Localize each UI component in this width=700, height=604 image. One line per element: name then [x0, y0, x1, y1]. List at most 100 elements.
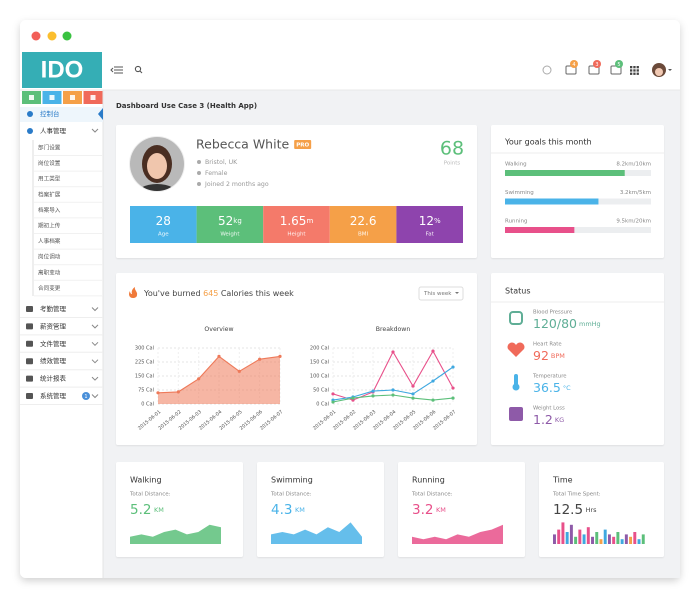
summary-reading: 3.2 KM — [412, 502, 446, 518]
summary-value: 4.3 — [271, 502, 292, 518]
profile-name: Rebecca White — [196, 137, 289, 152]
goal-label: 8.2km/10km — [616, 162, 651, 168]
status-value: 92 — [533, 348, 549, 363]
summary-reading: 12.5 Hrs — [553, 502, 597, 518]
submenu-item: 合同变更 — [38, 284, 61, 292]
status-unit: BPM — [551, 352, 565, 360]
y-tick-label: 300 Cal — [135, 346, 154, 352]
point — [451, 386, 455, 390]
sparkline-area — [412, 524, 503, 544]
dropdown-caret — [455, 292, 459, 294]
sparkline-bar — [574, 536, 578, 544]
stat-value: 1.65 — [280, 214, 307, 228]
menu-item: 人事管理 — [40, 126, 67, 135]
status-value: 36.5 — [533, 380, 561, 395]
sparkline-bar — [565, 532, 569, 544]
chevron — [91, 307, 99, 312]
status-unit: °C — [563, 384, 571, 392]
menu-item: 统计报表 — [40, 374, 67, 383]
summary-reading: 5.2 KM — [130, 502, 164, 518]
point — [451, 396, 455, 400]
submenu-item: 档案导入 — [38, 206, 61, 214]
stat-box — [263, 206, 330, 243]
menu-active-indicator — [98, 108, 103, 120]
page-title: Dashboard Use Case 3 (Health App) — [116, 102, 257, 110]
stat: 52kg — [218, 214, 242, 228]
location-icon — [197, 160, 201, 164]
menu-icon — [27, 111, 33, 117]
menu-active-bg[interactable] — [20, 107, 103, 122]
apps-icon — [633, 72, 636, 75]
user-avatar-face — [655, 68, 663, 76]
apps-icon — [630, 66, 633, 69]
sparkline-bar — [633, 532, 637, 544]
summary-unit: KM — [154, 506, 164, 514]
sparkline-bar — [603, 529, 607, 544]
sparkline-bar — [607, 534, 611, 544]
sparkline-area — [130, 524, 221, 544]
sparkline-bar — [595, 532, 599, 544]
apps-icon — [630, 72, 633, 75]
status-unit: KG — [555, 416, 564, 424]
summary-value: 12.5 — [553, 502, 583, 518]
point — [451, 365, 455, 369]
apps-icon — [636, 66, 639, 69]
point — [391, 350, 395, 354]
sparkline-bar — [578, 529, 582, 544]
calories-prefix: You've burned — [143, 289, 201, 298]
close-button[interactable] — [31, 31, 41, 41]
sparkline-bar — [641, 534, 645, 544]
stat-box — [329, 206, 397, 243]
stat-value: 22.6 — [350, 214, 377, 228]
pro-badge — [294, 140, 312, 149]
stat: 12% — [419, 214, 441, 228]
search-icon[interactable] — [134, 65, 142, 73]
apps-icon — [630, 69, 633, 72]
point — [371, 394, 375, 398]
stat-label: Height — [287, 232, 306, 238]
chevron — [91, 128, 99, 133]
info-icon[interactable] — [542, 65, 552, 75]
sparkline-bar — [637, 539, 641, 544]
submenu-item: 用工类型 — [38, 175, 61, 183]
submenu-item: 期初上传 — [38, 222, 61, 230]
stat-unit: % — [434, 217, 441, 225]
flame-icon — [129, 287, 138, 298]
stat: 28 — [156, 214, 171, 228]
chart-title: Breakdown — [376, 326, 411, 333]
heart-icon — [507, 342, 525, 357]
point — [331, 392, 335, 396]
stat-unit: m — [306, 217, 313, 225]
point — [411, 392, 415, 396]
sparkline-bar — [591, 536, 595, 544]
sparkline-bar — [616, 532, 620, 544]
chevron — [91, 359, 99, 364]
summary-caption: Total Distance: — [270, 492, 312, 498]
status-label: Temperature — [532, 374, 567, 380]
quick-icon — [29, 95, 34, 100]
summary-title: Running — [412, 476, 445, 485]
sparkline-bar — [599, 539, 603, 544]
stat-value: 12 — [419, 214, 434, 228]
y-tick-label: 150 Cal — [135, 374, 154, 380]
submenu-item: 部门设置 — [38, 144, 61, 152]
dropdown[interactable] — [418, 286, 464, 301]
apps-icon — [633, 66, 636, 69]
stat-label: BMI — [358, 232, 369, 238]
point — [176, 390, 180, 394]
y-tick-label: 100 Cal — [310, 374, 329, 380]
menu-badge-text: 1 — [84, 394, 87, 400]
user-caret — [668, 69, 672, 71]
calories-heading: You've burned 645 Calories this week — [143, 289, 294, 298]
status-reading: 92 BPM — [533, 348, 565, 363]
quick-icon — [49, 95, 55, 100]
sparkline-bar — [612, 536, 616, 544]
chart-title: Overview — [204, 326, 233, 333]
point — [197, 377, 201, 381]
dropdown-label: This week — [423, 291, 452, 297]
chevron — [91, 324, 99, 329]
maximize-button[interactable] — [62, 31, 72, 41]
minimize-button[interactable] — [47, 31, 57, 41]
